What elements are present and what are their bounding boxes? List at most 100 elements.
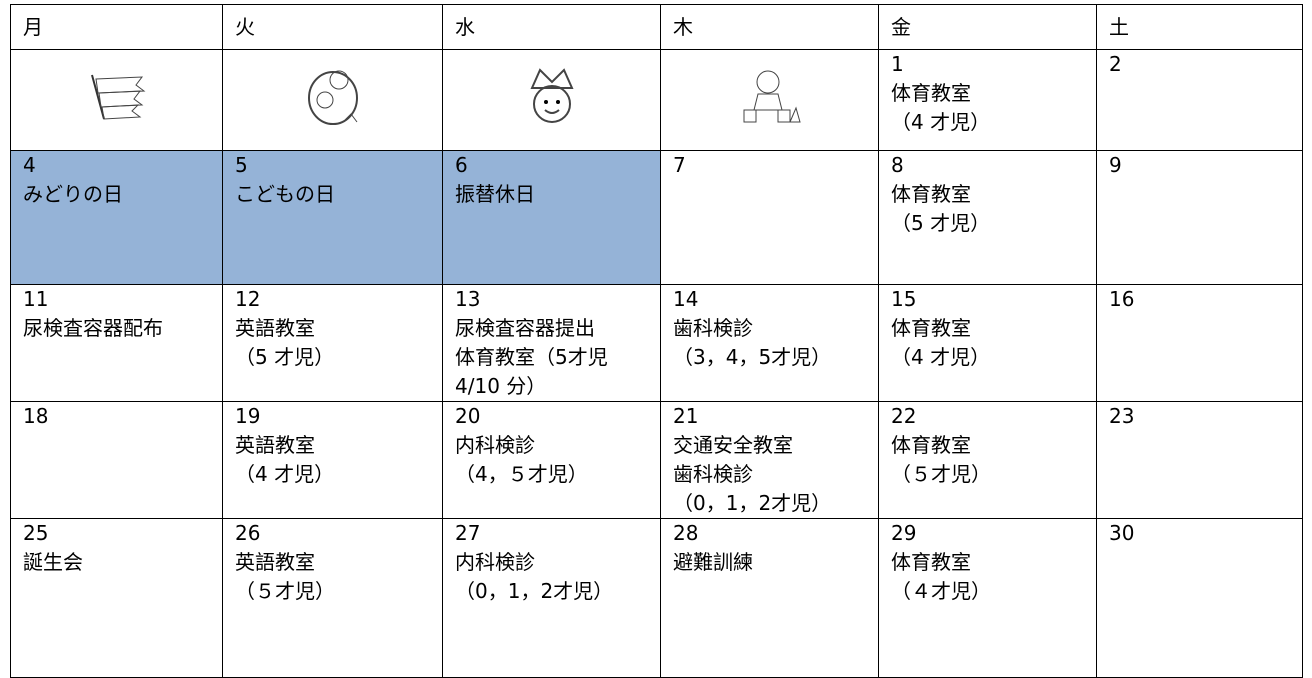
day-cell — [222, 49, 443, 151]
day-cell: 29 体育教室 （４才児） — [878, 518, 1097, 678]
event-text: 尿検査容器配布 — [23, 316, 163, 340]
day-number: 11 — [23, 287, 49, 311]
event-text: （５才児） — [235, 579, 335, 603]
day-cell: 25 誕生会 — [10, 518, 223, 678]
event-text: こどもの日 — [235, 182, 335, 206]
event-text: （４才児） — [891, 579, 991, 603]
day-number: 12 — [235, 287, 261, 311]
day-number: 1 — [891, 52, 904, 76]
calendar-table: 月火水木金土 1 体育教室 （4 才児） 2 4 みどりの日 5 こどもの日 6 振替休日 7 8 体育… — [10, 4, 1303, 678]
day-cell: 12 英語教室 （5 才児） — [222, 284, 443, 402]
day-number: 9 — [1109, 153, 1122, 177]
weekday-header: 木 — [660, 4, 879, 50]
day-cell: 20 内科検診 （4，５才児） — [442, 401, 661, 519]
day-number: 13 — [455, 287, 481, 311]
week-row: 11 尿検査容器配布 12 英語教室 （5 才児） 13 尿検査容器提出 体育教室（5才児 4/… — [10, 284, 1303, 402]
day-cell: 1 体育教室 （4 才児） — [878, 49, 1097, 151]
event-text: 体育教室 — [891, 433, 971, 457]
event-text: 英語教室 — [235, 316, 315, 340]
day-number: 7 — [673, 153, 686, 177]
day-number: 21 — [673, 404, 699, 428]
day-cell: 6 振替休日 — [442, 150, 661, 285]
event-text: 体育教室 — [891, 182, 971, 206]
day-number: 15 — [891, 287, 917, 311]
event-text: （5 才児） — [235, 345, 335, 369]
event-text: 内科検診 — [455, 433, 535, 457]
event-text: 体育教室 — [891, 316, 971, 340]
weekday-header: 水 — [442, 4, 661, 50]
day-number: 4 — [23, 153, 36, 177]
day-cell: 18 — [10, 401, 223, 519]
day-cell: 9 — [1096, 150, 1303, 285]
day-number: 18 — [23, 404, 49, 428]
day-number: 22 — [891, 404, 917, 428]
event-text: （4 才児） — [891, 345, 991, 369]
day-number: 14 — [673, 287, 699, 311]
event-text: 英語教室 — [235, 433, 315, 457]
day-cell: 21 交通安全教室 歯科検診 （0，1，2才児） — [660, 401, 879, 519]
day-number: 5 — [235, 153, 248, 177]
event-text: 交通安全教室 — [673, 433, 793, 457]
event-text: （５才児） — [891, 462, 991, 486]
week-row: 1 体育教室 （4 才児） 2 — [10, 49, 1303, 151]
day-cell: 30 — [1096, 518, 1303, 678]
calendar-body: 1 体育教室 （4 才児） 2 4 みどりの日 5 こどもの日 6 振替休日 7 8 体育教室 （5 才児… — [10, 49, 1303, 678]
event-text: （5 才児） — [891, 211, 991, 235]
day-number: 30 — [1109, 521, 1135, 545]
day-cell: 15 体育教室 （4 才児） — [878, 284, 1097, 402]
event-text: 歯科検診 — [673, 316, 753, 340]
day-cell: 26 英語教室 （５才児） — [222, 518, 443, 678]
event-text: （4 才児） — [235, 462, 335, 486]
event-text: 内科検診 — [455, 550, 535, 574]
day-cell: 16 — [1096, 284, 1303, 402]
day-cell — [442, 49, 661, 151]
weekday-header: 火 — [222, 4, 443, 50]
day-number: 6 — [455, 153, 468, 177]
week-row: 25 誕生会 26 英語教室 （５才児） 27 内科検診 （0，1，2才児） 28 避難訓練 29 体… — [10, 518, 1303, 678]
day-cell: 7 — [660, 150, 879, 285]
event-text: （0，1，2才児） — [455, 579, 614, 603]
event-text: 4/10 分） — [455, 374, 547, 398]
day-number: 19 — [235, 404, 261, 428]
event-text: 振替休日 — [455, 182, 535, 206]
day-cell: 28 避難訓練 — [660, 518, 879, 678]
event-text: （3，4，5才児） — [673, 345, 832, 369]
event-text: 歯科検診 — [673, 462, 753, 486]
weekday-header: 月 — [10, 4, 223, 50]
day-cell — [10, 49, 223, 151]
day-cell: 22 体育教室 （５才児） — [878, 401, 1097, 519]
day-number: 25 — [23, 521, 49, 545]
day-number: 28 — [673, 521, 699, 545]
event-text: 避難訓練 — [673, 550, 753, 574]
event-text: 英語教室 — [235, 550, 315, 574]
day-cell: 8 体育教室 （5 才児） — [878, 150, 1097, 285]
header-row: 月火水木金土 — [10, 4, 1303, 50]
weekday-header: 金 — [878, 4, 1097, 50]
day-cell: 11 尿検査容器配布 — [10, 284, 223, 402]
event-text: （4 才児） — [891, 110, 991, 134]
event-text: みどりの日 — [23, 182, 123, 206]
week-row: 18 19 英語教室 （4 才児） 20 内科検診 （4，５才児） 21 交通安全教室 歯科検診 （… — [10, 401, 1303, 519]
day-number: 8 — [891, 153, 904, 177]
day-number: 26 — [235, 521, 261, 545]
day-cell: 14 歯科検診 （3，4，5才児） — [660, 284, 879, 402]
event-text: 体育教室 — [891, 550, 971, 574]
day-cell: 23 — [1096, 401, 1303, 519]
event-text: 尿検査容器提出 — [455, 316, 595, 340]
child-blocks-icon — [743, 70, 801, 123]
day-number: 2 — [1109, 52, 1122, 76]
event-text: （0，1，2才児） — [673, 491, 832, 515]
day-cell: 19 英語教室 （4 才児） — [222, 401, 443, 519]
event-text: 誕生会 — [23, 550, 83, 574]
day-cell: 5 こどもの日 — [222, 150, 443, 285]
day-cell: 4 みどりの日 — [10, 150, 223, 285]
day-number: 16 — [1109, 287, 1135, 311]
day-cell: 13 尿検査容器提出 体育教室（5才児 4/10 分） — [442, 284, 661, 402]
weekday-header: 土 — [1096, 4, 1303, 50]
day-number: 27 — [455, 521, 481, 545]
helmet-boy-icon — [529, 68, 574, 123]
day-number: 20 — [455, 404, 481, 428]
day-number: 29 — [891, 521, 917, 545]
week-row: 4 みどりの日 5 こどもの日 6 振替休日 7 8 体育教室 （5 才児） 9 — [10, 150, 1303, 285]
